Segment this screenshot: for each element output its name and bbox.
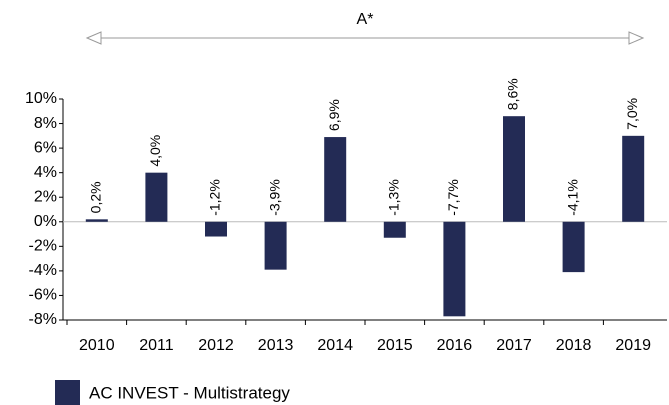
x-tick-label: 2017 (496, 337, 532, 354)
y-tick-label: 6% (34, 139, 57, 156)
y-tick-label: 4% (34, 164, 57, 181)
arrow-head (628, 31, 645, 45)
bar (383, 221, 406, 238)
x-tick-label: 2016 (437, 337, 473, 354)
y-tick-label: -8% (29, 311, 57, 328)
y-tick-label: 8% (34, 115, 57, 132)
y-tick-label: -4% (29, 262, 57, 279)
arrow-head (85, 31, 102, 45)
y-tick-label: 10% (25, 90, 57, 107)
x-tick-label: 2019 (615, 337, 651, 354)
x-tick-label: 2018 (556, 337, 592, 354)
value-label: -3,9% (266, 179, 282, 216)
y-tick-label: 2% (34, 188, 57, 205)
bar (205, 221, 227, 237)
value-label: -1,2% (207, 179, 223, 216)
x-tick-label: 2010 (79, 337, 115, 354)
legend-swatch (55, 380, 80, 405)
x-tick-label: 2014 (317, 337, 353, 354)
x-tick-label: 2015 (377, 337, 413, 354)
value-label: 0,2% (88, 181, 104, 213)
bar (503, 116, 525, 222)
x-tick-label: 2011 (139, 337, 174, 354)
value-label: 6,9% (326, 99, 342, 131)
bar (85, 219, 108, 222)
bar (264, 221, 287, 270)
value-label: -1,3% (386, 179, 402, 216)
y-tick-label: -6% (29, 287, 57, 304)
value-label: 8,6% (505, 78, 521, 110)
legend-label: AC INVEST - Multistrategy (89, 383, 290, 402)
annotation: A* (357, 11, 374, 28)
x-tick-label: 2012 (198, 337, 234, 354)
value-label: 7,0% (624, 98, 640, 130)
y-tick-label: -2% (29, 238, 57, 255)
value-label: -7,7% (445, 179, 461, 216)
x-tick-label: 2013 (258, 337, 294, 354)
y-tick-label: 0% (34, 213, 57, 230)
value-label: 4,0% (147, 135, 163, 167)
bar (443, 221, 466, 317)
bar (324, 137, 347, 222)
bar (622, 135, 645, 222)
value-label: -4,1% (564, 179, 580, 216)
bar (145, 172, 168, 222)
bar (562, 221, 585, 273)
